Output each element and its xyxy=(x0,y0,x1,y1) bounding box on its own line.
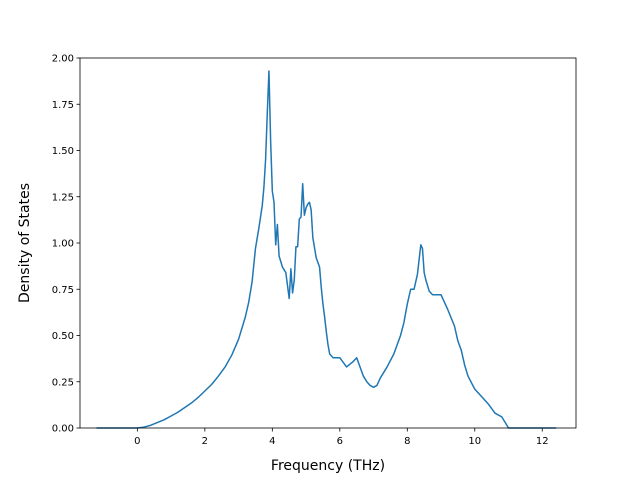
y-tick-label: 1.50 xyxy=(52,146,74,157)
y-tick-label: 2.00 xyxy=(52,54,74,65)
x-tick-label: 8 xyxy=(404,436,410,447)
x-tick-label: 4 xyxy=(269,436,275,447)
y-tick-label: 1.00 xyxy=(52,239,74,250)
y-tick-label: 1.25 xyxy=(52,192,74,203)
x-tick-label: 2 xyxy=(202,436,208,447)
y-tick-label: 0.75 xyxy=(52,285,74,296)
x-tick-label: 6 xyxy=(337,436,343,447)
x-tick-label: 0 xyxy=(134,436,140,447)
dos-series-line xyxy=(96,70,557,429)
plot-frame xyxy=(79,57,577,429)
y-tick-label: 0.25 xyxy=(52,377,74,388)
x-tick-label: 12 xyxy=(536,436,549,447)
x-tick-label: 10 xyxy=(468,436,481,447)
y-axis-ticks: 0.00 0.25 0.50 0.75 1.00 1.25 1.50 1.75 2.00 xyxy=(52,54,80,435)
plot-area xyxy=(80,58,576,428)
y-tick-label: 0.50 xyxy=(52,331,74,342)
y-tick-label: 0.00 xyxy=(52,424,74,435)
y-axis-title: Density of States xyxy=(17,183,33,303)
y-tick-label: 1.75 xyxy=(52,100,74,111)
x-axis-title: Frequency (THz) xyxy=(271,458,385,474)
